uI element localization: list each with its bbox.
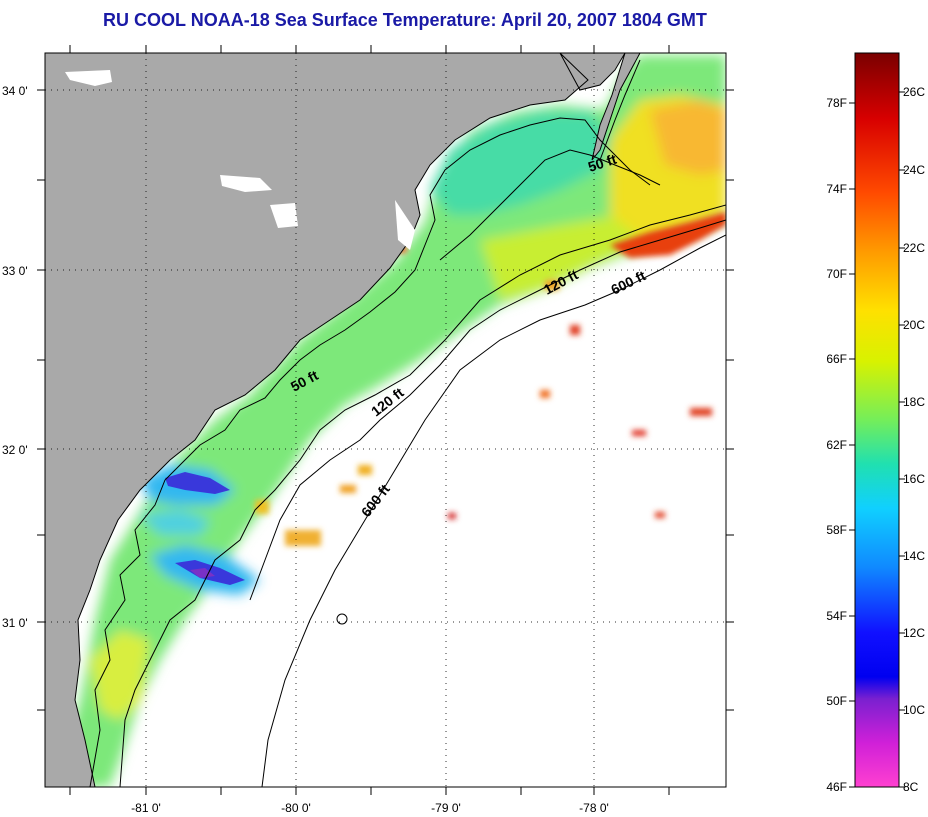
sst-warm-speck — [540, 390, 550, 398]
sst-warm-speck — [448, 513, 456, 519]
sst-warm-speck — [340, 485, 356, 493]
lon-label-78: -78 0' — [579, 801, 609, 815]
contour-50ft-north — [439, 149, 661, 261]
sst-warm-speck — [632, 430, 646, 436]
sst-warm-speck — [255, 500, 269, 514]
lat-label-32: 32 0' — [2, 443, 28, 457]
land-area — [591, 53, 641, 161]
map-title: RU COOL NOAA-18 Sea Surface Temperature:… — [103, 10, 707, 30]
sst-cold-cores — [165, 472, 245, 585]
contour-120ft — [249, 219, 726, 601]
sst-south-yellow — [90, 630, 150, 720]
sst-warm-speck — [545, 280, 559, 290]
contour-600ft — [261, 234, 726, 787]
map-frame — [44, 52, 727, 788]
sst-cold-core — [190, 568, 215, 578]
lon-label-79: -79 0' — [431, 801, 461, 815]
sst-warm-speck — [655, 512, 665, 518]
lake — [65, 70, 112, 86]
lake — [220, 175, 272, 192]
lat-label-31: 31 0' — [2, 616, 28, 630]
sst-warm-speck — [570, 325, 580, 335]
longitude-labels: -81 0' -80 0' -79 0' -78 0' — [131, 801, 609, 815]
lat-label-33: 33 0' — [2, 264, 28, 278]
sst-inner-cool — [430, 112, 610, 215]
contour-50ft — [119, 204, 726, 787]
coastline — [599, 59, 641, 161]
lake — [395, 200, 415, 250]
sst-cool-patch-3 — [140, 510, 210, 535]
axis-ticks — [37, 45, 734, 795]
lon-label-81: -81 0' — [131, 801, 161, 815]
inland-water — [65, 70, 415, 250]
latitude-labels: 34 0' 33 0' 32 0' 31 0' — [2, 84, 28, 630]
lat-label-34: 34 0' — [2, 84, 28, 98]
sst-warm-speck — [358, 465, 372, 475]
lake — [270, 203, 298, 228]
contour-600ft-loop — [336, 613, 348, 625]
lon-label-80: -80 0' — [281, 801, 311, 815]
sst-cold-core — [165, 472, 230, 494]
graticule — [45, 53, 726, 787]
land-area — [45, 53, 626, 787]
sst-warm-speck — [690, 408, 712, 416]
sst-warm-speck — [285, 530, 321, 546]
coastline — [89, 117, 651, 787]
sst-warm-north-core — [650, 100, 726, 175]
